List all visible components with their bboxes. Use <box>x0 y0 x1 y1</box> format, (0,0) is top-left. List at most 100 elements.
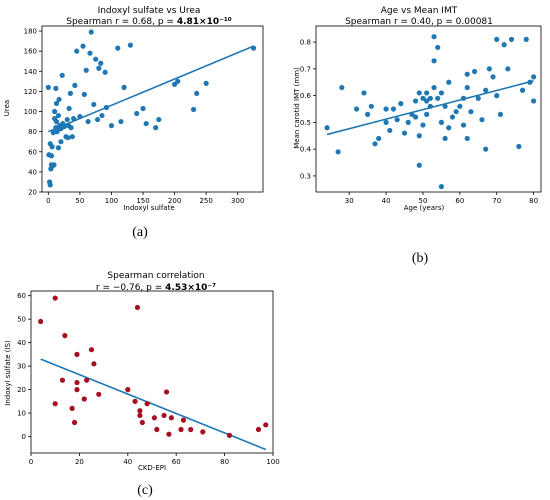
panel-a-ytick-label: 60 <box>28 148 37 156</box>
panel-a-subtitle: Spearman r = 0.68, p = 4.81×10⁻¹⁰ <box>66 17 232 27</box>
panel-a-axes-frame <box>41 25 264 193</box>
panel-c-data-point <box>200 429 206 435</box>
panel-a-data-point <box>55 145 62 151</box>
panel-a-subtitle-text: Spearman r = 0.68, p = <box>66 17 177 27</box>
panel-a-data-point <box>91 101 97 108</box>
panel-b-data-point <box>490 74 496 80</box>
panel-b-data-point <box>335 149 341 155</box>
panel-c-data-point <box>161 412 167 419</box>
panel-b-data-point <box>412 114 419 120</box>
panel-c-data-point <box>168 415 174 421</box>
panel-a-data-point <box>55 112 62 119</box>
panel-c-xtick-label: 0 <box>29 458 33 466</box>
panel-b-data-point <box>401 130 408 136</box>
panel-b-data-point <box>431 58 437 64</box>
panel-b-data-point <box>383 106 389 112</box>
panel-b-data-point <box>416 90 422 96</box>
panel-a-data-point <box>56 96 62 103</box>
panel-b-data-point <box>464 84 470 91</box>
panel-a-data-point <box>134 110 140 117</box>
panel-b-ytick-label: 0.4 <box>300 146 312 154</box>
panel-a-data-point <box>194 90 200 97</box>
panel-c-data-point <box>137 412 143 419</box>
panel-a-data-point <box>53 85 59 91</box>
panel-c-data-point <box>88 347 95 353</box>
panel-b-data-point <box>424 90 430 96</box>
panel-a-data-point <box>47 182 53 188</box>
panel-a-data-point <box>118 118 124 125</box>
panel-c-label: (c) <box>137 483 153 498</box>
panel-c-ytick-label: 30 <box>17 363 26 371</box>
panel-b-data-point <box>531 74 537 80</box>
panel-b-xtick-label: 40 <box>382 197 391 205</box>
panel-a-data-point <box>175 78 181 84</box>
panel-a-data-point <box>53 118 60 125</box>
panel-b-data-point <box>472 68 478 75</box>
panel-a-data-point <box>103 104 110 111</box>
panel-a-data-point <box>203 80 209 86</box>
panel-c-data-point <box>132 398 138 404</box>
panel-c-subtitle: r = −0.76, p = 4.53×10⁻⁷ <box>96 283 216 293</box>
panel-a-ytick-label: 140 <box>24 68 37 76</box>
panel-a-xtick-label: 300 <box>231 197 244 205</box>
panel-c-data-point <box>69 405 75 411</box>
panel-c-data-point <box>52 401 58 407</box>
panel-b-xtick-label: 60 <box>455 197 464 205</box>
panel-b-data-point <box>409 111 415 117</box>
panel-a-data-point <box>115 45 121 51</box>
panel-b-data-point <box>464 71 470 77</box>
panel-a-data-point <box>98 60 104 66</box>
panel-b-data-point <box>460 95 467 101</box>
panel-b-xtick-label: 30 <box>345 197 354 205</box>
panel-b-data-point <box>494 93 500 99</box>
panel-a-data-point <box>127 42 133 48</box>
panel-b-data-point <box>486 66 492 72</box>
panel-b-data-point <box>383 119 389 125</box>
panel-b-data-point <box>475 95 481 101</box>
panel-a-ytick-label: 80 <box>28 128 37 136</box>
panel-a-data-point <box>64 116 70 123</box>
panel-b-data-point <box>424 98 430 104</box>
panel-b-ytick-label: 0.7 <box>300 65 311 73</box>
panel-b-data-point <box>435 44 441 51</box>
panel-b-xtick-label: 70 <box>492 197 501 205</box>
panel-a-data-point <box>45 84 51 90</box>
panel-c-data-point <box>52 295 58 301</box>
panel-b-data-point <box>387 127 393 134</box>
panel-a-data-point <box>80 43 86 49</box>
panel-c-xtick-label: 20 <box>75 458 84 466</box>
panel-a-data-point <box>190 106 197 113</box>
panel-b-ytick-label: 0.8 <box>300 39 311 47</box>
panel-c-data-point <box>163 389 170 395</box>
panel-b-data-point <box>394 117 400 123</box>
panel-c-data-point <box>180 417 187 423</box>
panel-a-data-point <box>51 162 57 168</box>
panel-a-data-point <box>68 125 74 131</box>
panel-b-ytick-label: 0.5 <box>300 119 311 127</box>
panel-c-axes-frame <box>30 290 274 454</box>
panel-c-spearman: Spearman correlation r = −0.76, p = 4.53… <box>4 271 280 498</box>
panel-c-xtick-label: 60 <box>172 458 181 466</box>
panel-c-data-point <box>74 351 80 357</box>
panel-b-data-point <box>527 79 533 85</box>
panel-b-data-point <box>457 103 463 109</box>
panel-a-data-point <box>121 84 127 90</box>
panel-c-data-point <box>151 415 158 421</box>
panel-b-data-point <box>449 114 456 120</box>
panel-a-data-point <box>48 153 55 159</box>
panel-a-data-point <box>96 65 102 71</box>
panel-b-data-point <box>431 84 437 91</box>
panel-b-age-vs-imt: Age vs Mean IMT Spearman r = 0.40, p = 0… <box>293 6 542 266</box>
panel-b-xlabel: Age (years) <box>404 204 445 212</box>
panel-a-xtick-label: 100 <box>105 197 118 205</box>
panel-a-ylabel: Urea <box>3 100 11 116</box>
panel-c-ytick-label: 20 <box>17 386 26 394</box>
panel-a-data-point <box>66 105 72 112</box>
panel-b-data-point <box>372 141 378 147</box>
panel-a-data-point <box>102 69 108 75</box>
panel-b-data-point <box>405 119 411 125</box>
panel-c-p-value: 4.53×10⁻⁷ <box>165 283 216 293</box>
panel-b-data-point <box>494 36 500 42</box>
panel-c-ytick-label: 40 <box>17 339 26 347</box>
